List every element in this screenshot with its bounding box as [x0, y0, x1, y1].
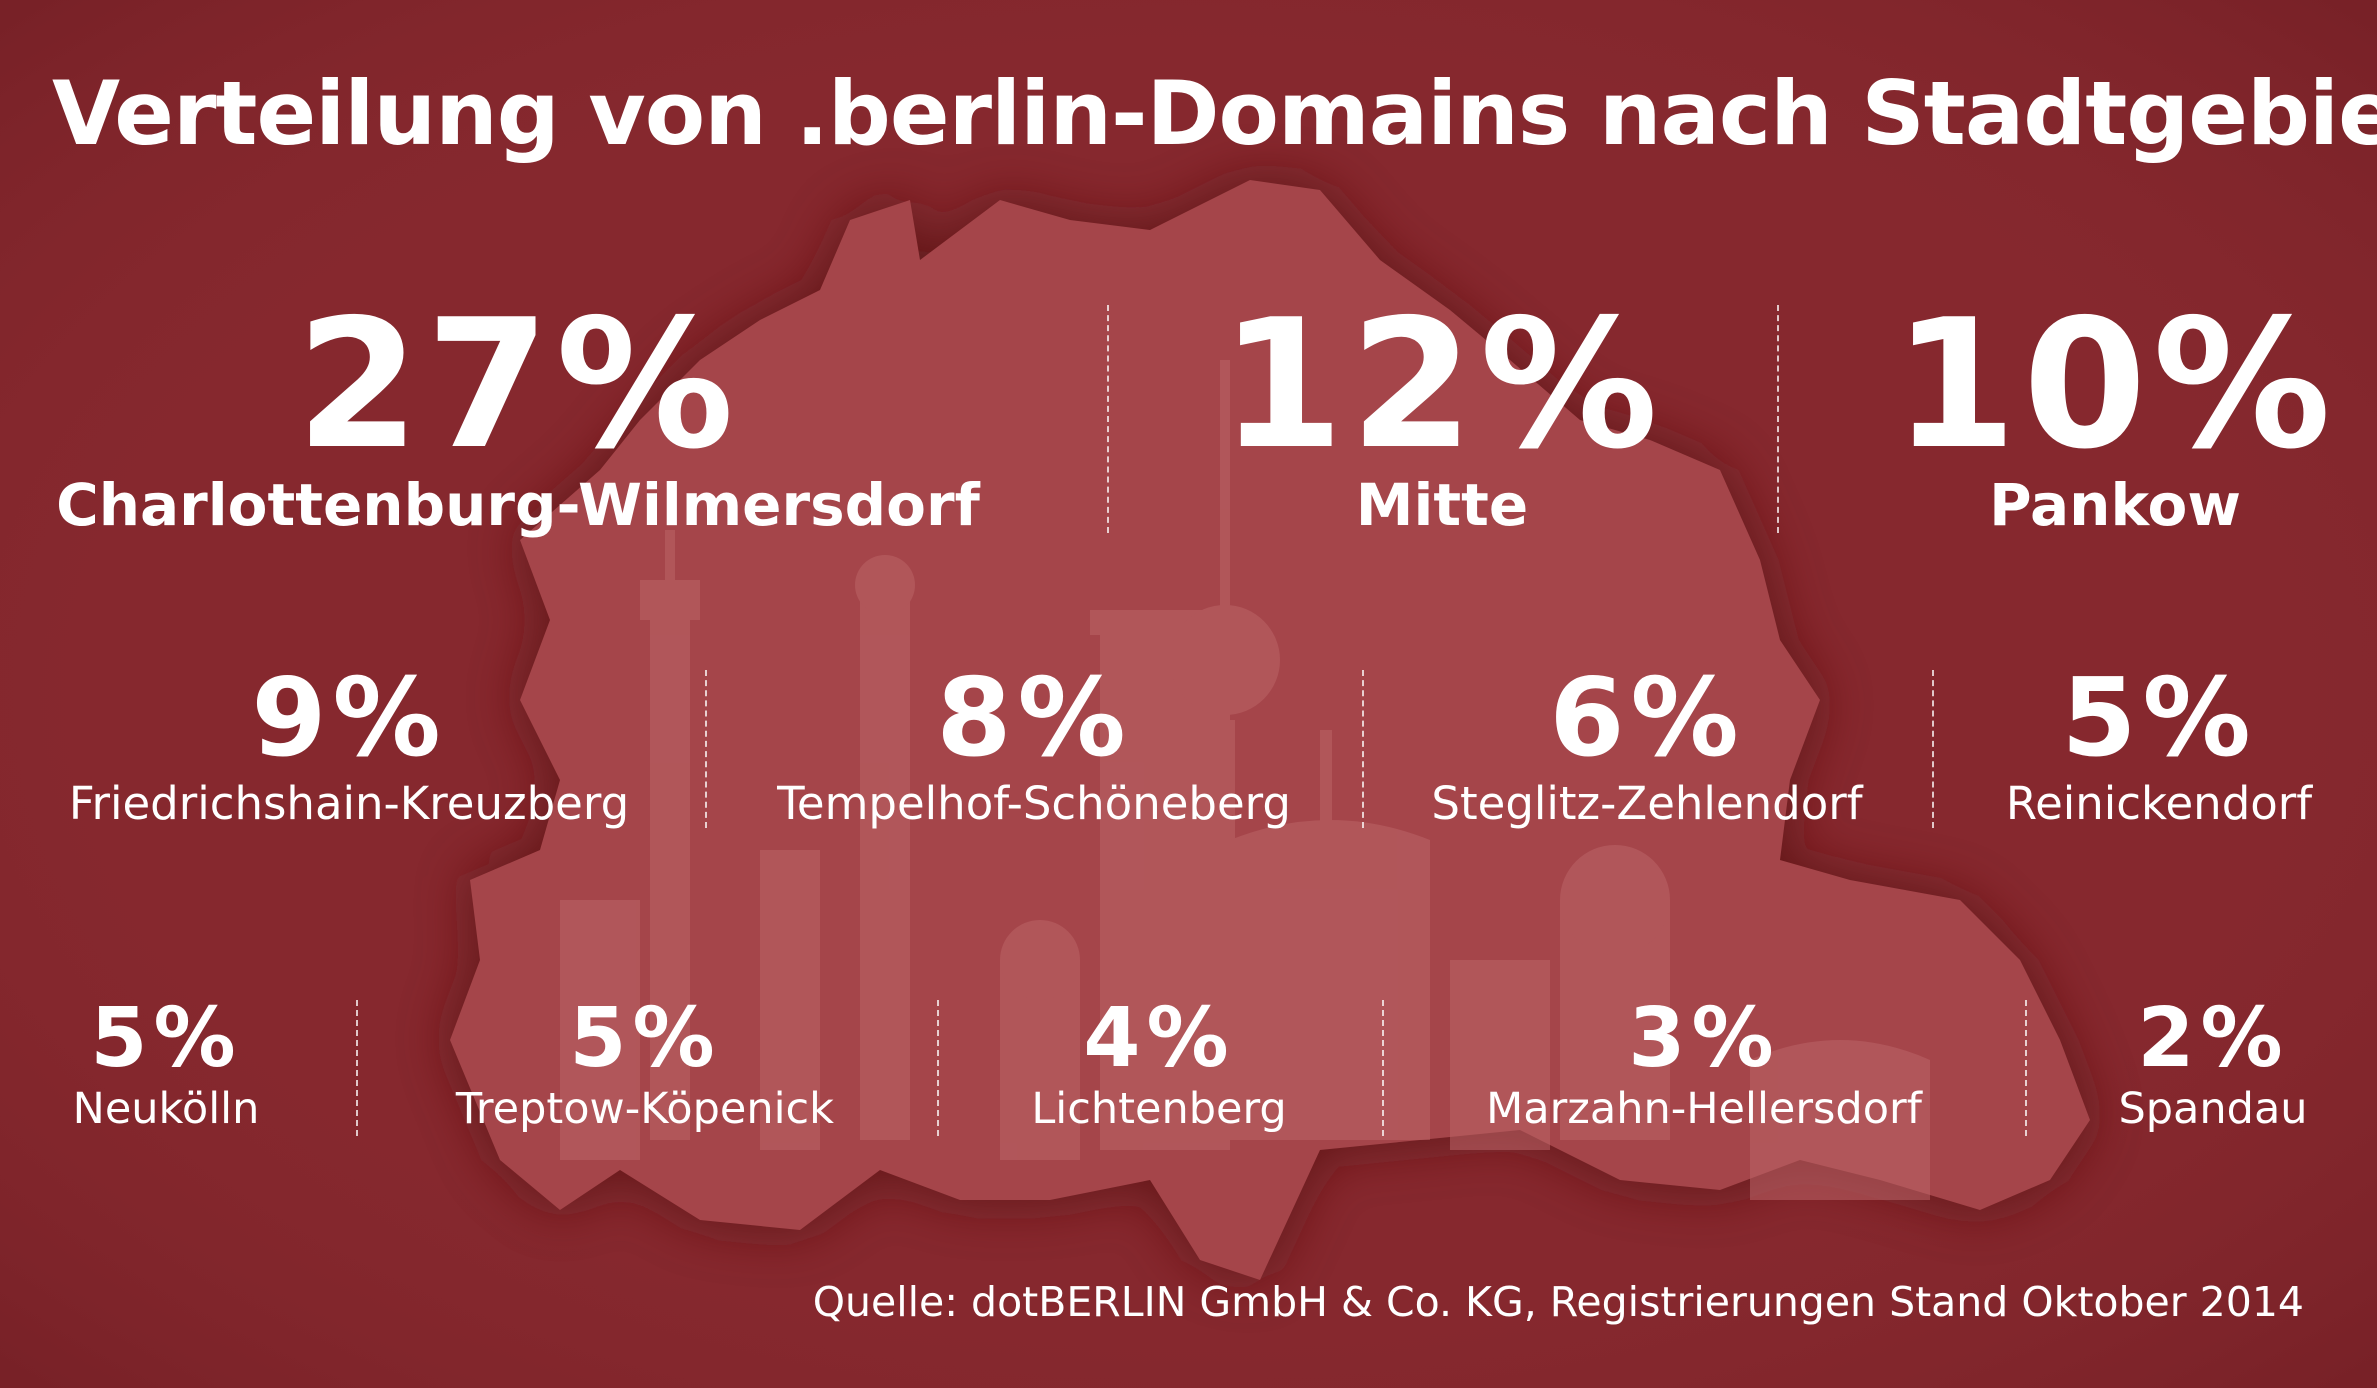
district-label: Pankow	[1989, 471, 2241, 539]
stat-friedrichshain-kreuzberg: 9% Friedrichshain-Kreuzberg	[68, 656, 630, 830]
district-label: Tempelhof-Schöneberg	[777, 777, 1291, 830]
district-label: Friedrichshain-Kreuzberg	[68, 777, 630, 830]
stat-lichtenberg: 4% Lichtenberg	[1031, 998, 1286, 1131]
district-label: Treptow-Köpenick	[455, 1084, 835, 1134]
district-label: Lichtenberg	[1031, 1084, 1287, 1134]
value-label: 5%	[90, 991, 242, 1086]
stat-steglitz-zehlendorf: 6% Steglitz-Zehlendorf	[1431, 656, 1863, 830]
dashed-divider	[937, 1000, 939, 1136]
dashed-divider	[1382, 1000, 1384, 1136]
stat-marzahn-hellersdorf: 3% Marzahn-Hellersdorf	[1486, 998, 1922, 1131]
value-label: 27%	[295, 281, 741, 488]
value-label: 4%	[1083, 991, 1235, 1086]
stat-pankow: 10% Pankow	[1892, 281, 2338, 539]
district-label: Marzahn-Hellersdorf	[1486, 1084, 1922, 1134]
dashed-divider	[2025, 1000, 2027, 1136]
chart-title: Verteilung von .berlin-Domains nach Stad…	[52, 62, 2377, 165]
value-label: 2%	[2137, 991, 2289, 1086]
dashed-divider	[1362, 670, 1364, 828]
stat-tempelhof-schoeneberg: 8% Tempelhof-Schöneberg	[777, 656, 1291, 830]
district-label: Charlottenburg-Wilmersdorf	[56, 471, 980, 539]
value-label: 10%	[1892, 281, 2338, 488]
dashed-divider	[1777, 305, 1779, 533]
stat-spandau: 2% Spandau	[2118, 998, 2307, 1131]
dashed-divider	[1107, 305, 1109, 533]
district-label: Reinickendorf	[2005, 777, 2313, 830]
value-label: 12%	[1219, 281, 1665, 488]
stat-treptow-koepenick: 5% Treptow-Köpenick	[456, 998, 834, 1131]
value-label: 8%	[936, 656, 1132, 781]
berlin-skyline-silhouette	[560, 360, 1930, 1200]
value-label: 5%	[2061, 656, 2257, 781]
value-label: 9%	[251, 656, 447, 781]
value-label: 6%	[1549, 656, 1745, 781]
stat-mitte: 12% Mitte	[1219, 281, 1665, 539]
stat-reinickendorf: 5% Reinickendorf	[2005, 656, 2313, 830]
value-label: 5%	[569, 991, 721, 1086]
district-label: Spandau	[2118, 1084, 2308, 1134]
stat-charlottenburg-wilmersdorf: 27% Charlottenburg-Wilmersdorf	[56, 281, 980, 539]
value-label: 3%	[1628, 991, 1780, 1086]
district-label: Mitte	[1355, 471, 1529, 539]
dashed-divider	[705, 670, 707, 828]
source-note: Quelle: dotBERLIN GmbH & Co. KG, Registr…	[812, 1278, 2304, 1326]
district-label: Neukölln	[72, 1084, 260, 1134]
dashed-divider	[356, 1000, 358, 1136]
district-label: Steglitz-Zehlendorf	[1431, 777, 1863, 830]
stat-neukoelln: 5% Neukölln	[73, 998, 260, 1131]
dashed-divider	[1932, 670, 1934, 828]
